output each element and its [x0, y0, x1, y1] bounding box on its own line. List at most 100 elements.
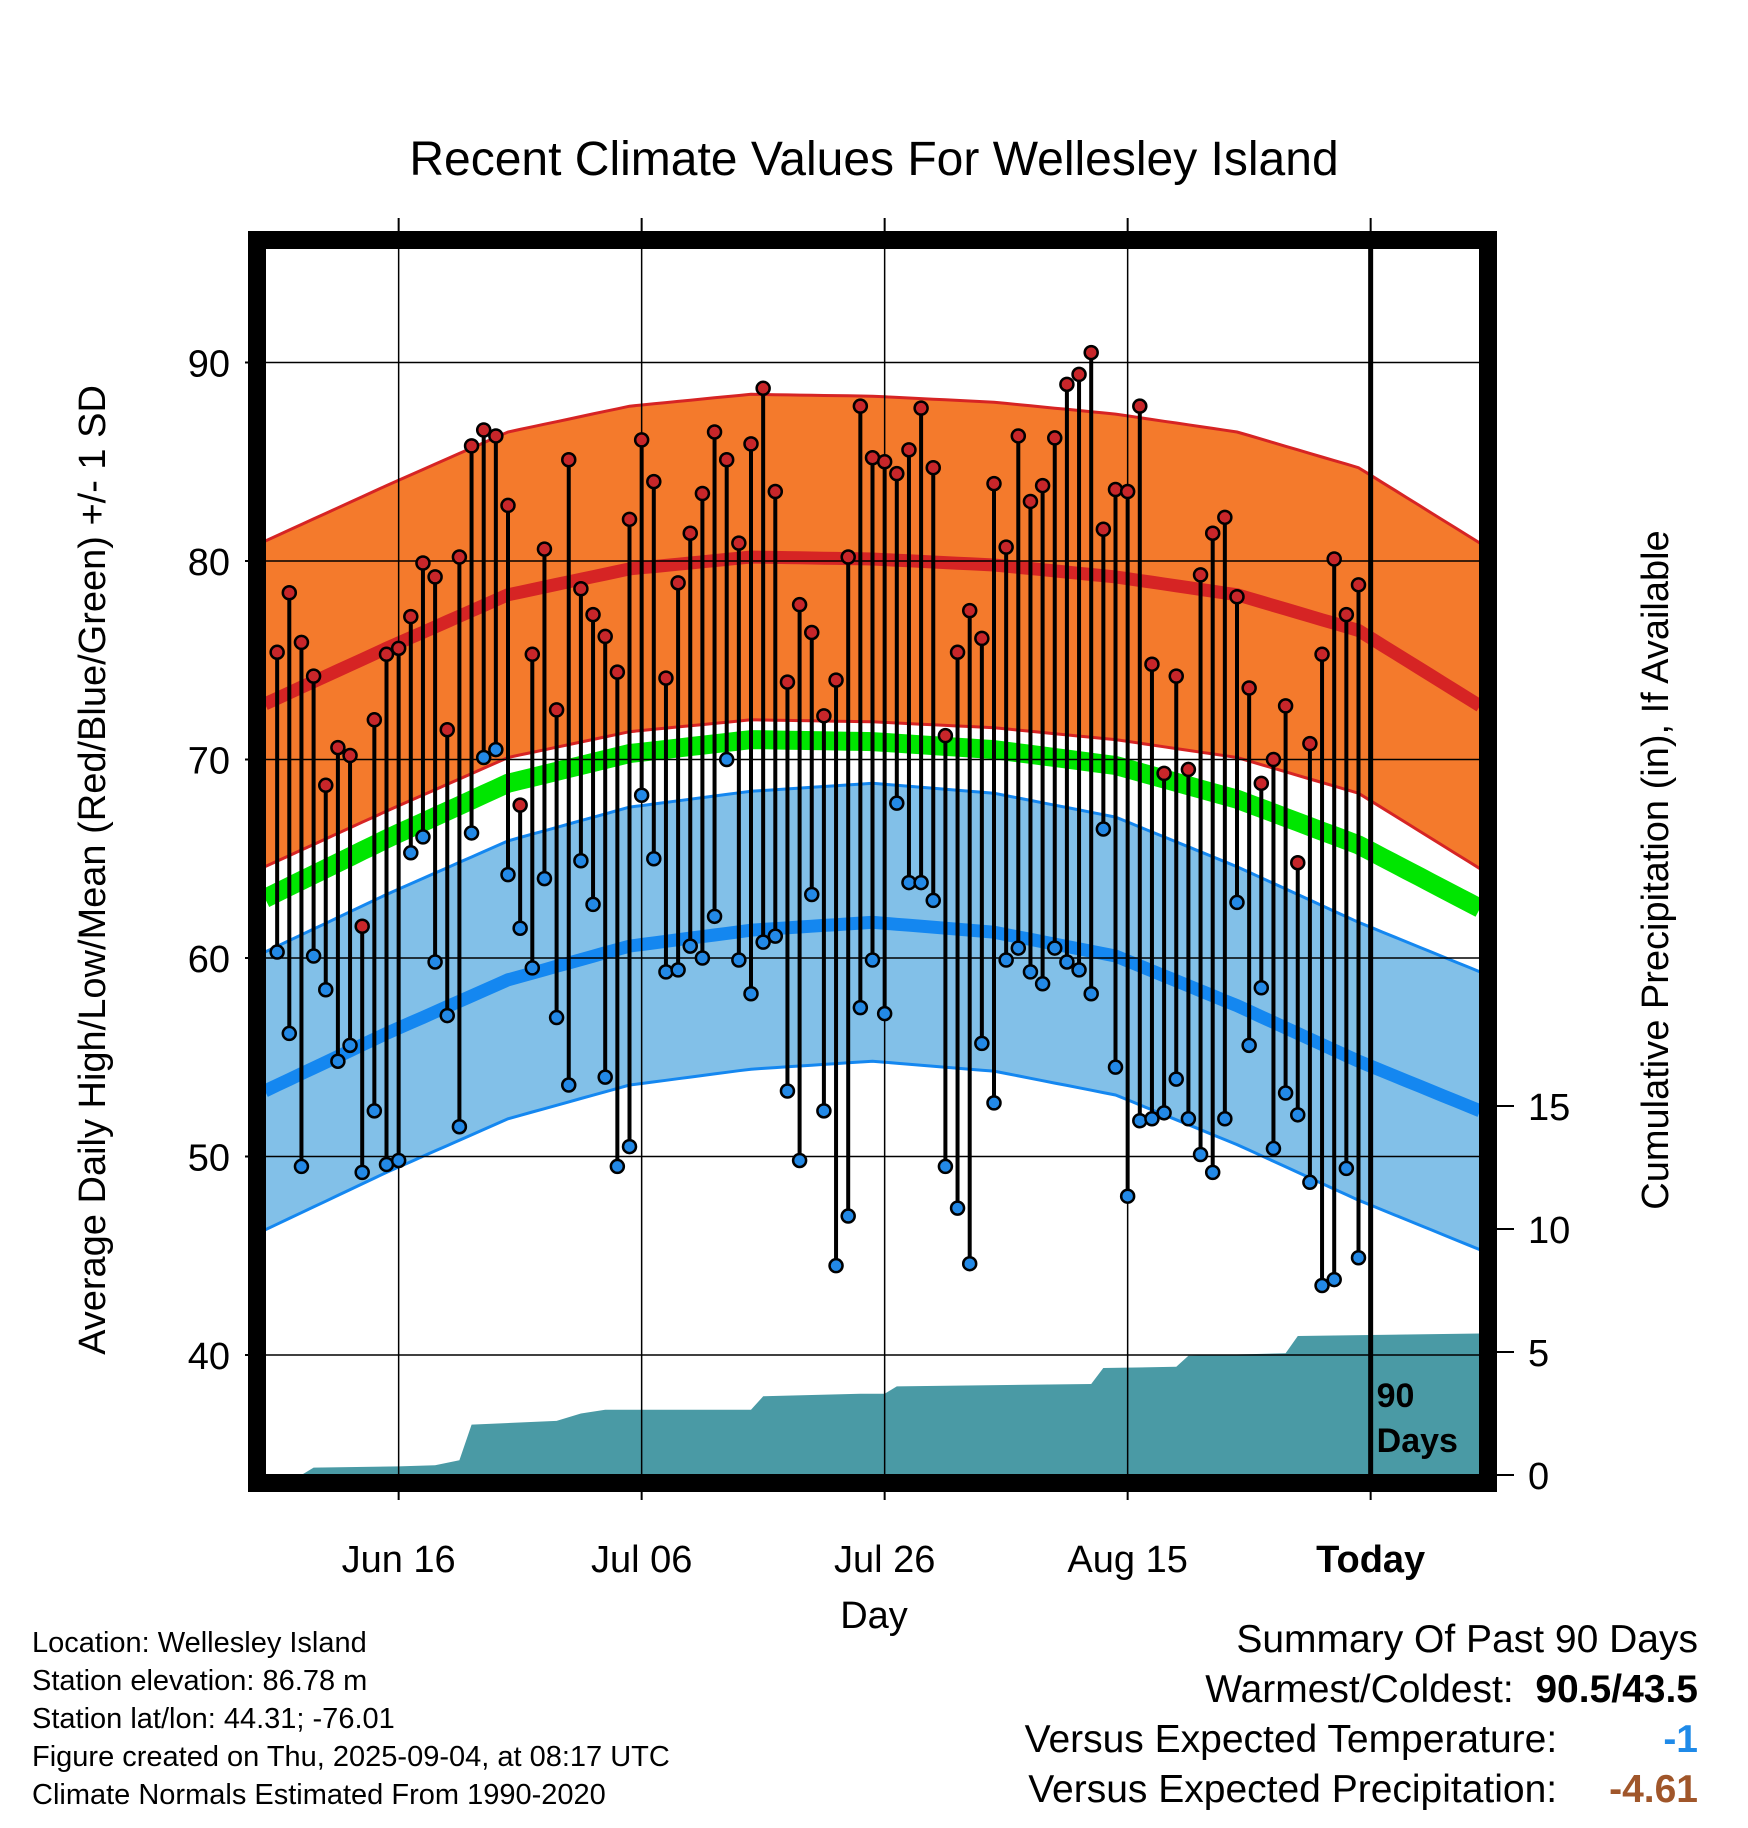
daily-high-point — [1059, 376, 1075, 393]
daily-high-point — [961, 602, 978, 619]
daily-high-point — [1144, 656, 1160, 672]
daily-low-point — [633, 787, 650, 803]
y-tick-label: 70 — [188, 741, 230, 783]
summary-warmest: Warmest/Coldest: 90.5/43.5 — [1205, 1668, 1698, 1712]
daily-high-point — [706, 424, 723, 440]
plot-frame — [248, 231, 1497, 1492]
warmest-value: 90.5/43.5 — [1535, 1668, 1698, 1711]
daily-high-point — [937, 727, 954, 744]
daily-high-point — [1132, 398, 1148, 414]
info-latlon: Station lat/lon: 44.31; -76.01 — [32, 1703, 395, 1735]
daily-high-point — [609, 664, 626, 680]
daily-high-point — [646, 473, 662, 490]
daily-high-point — [1241, 680, 1257, 696]
y-tick-label: 90 — [188, 344, 230, 386]
daily-high-point — [548, 702, 565, 718]
daily-low-point — [342, 1037, 358, 1054]
x-tick-label: Today — [1316, 1539, 1425, 1581]
daily-high-point — [1302, 735, 1318, 752]
daily-high-point — [1314, 646, 1330, 663]
daily-high-point — [974, 630, 990, 647]
daily-low-point — [1277, 1085, 1294, 1101]
info-elevation: Station elevation: 86.78 m — [32, 1665, 368, 1697]
daily-low-point — [718, 751, 735, 768]
daily-high-point — [293, 634, 310, 651]
daily-low-point — [1326, 1271, 1342, 1288]
daily-high-point — [852, 398, 869, 414]
daily-high-point — [524, 646, 541, 663]
daily-low-point — [439, 1007, 455, 1024]
daily-low-point — [1314, 1277, 1330, 1294]
y-tick-label: 50 — [188, 1138, 230, 1180]
daily-low-point — [852, 999, 869, 1016]
daily-low-point — [1338, 1160, 1355, 1177]
daily-low-point — [488, 741, 504, 758]
daily-low-point — [755, 934, 771, 950]
daily-high-point — [889, 465, 905, 482]
daily-low-point — [804, 886, 820, 903]
daily-low-point — [1253, 980, 1270, 996]
daily-high-point — [1192, 567, 1209, 583]
daily-high-point — [500, 497, 516, 514]
daily-high-point — [390, 640, 407, 657]
daily-high-point — [755, 380, 771, 397]
daily-high-point — [597, 628, 613, 645]
daily-low-point — [1059, 954, 1075, 970]
daily-high-point — [876, 454, 893, 470]
temp-value: -1 — [1663, 1718, 1698, 1761]
daily-low-point — [998, 952, 1014, 968]
daily-low-point — [1350, 1249, 1367, 1266]
y2-tick-label: 15 — [1528, 1087, 1570, 1129]
daily-high-point — [986, 475, 1002, 492]
daily-low-point — [1071, 962, 1087, 978]
daily-high-point — [305, 668, 322, 684]
daily-low-point — [281, 1025, 298, 1042]
daily-low-point — [925, 892, 941, 909]
daily-high-point — [828, 672, 844, 688]
daily-low-point — [840, 1208, 856, 1224]
daily-low-point — [779, 1083, 796, 1099]
daily-high-point — [475, 422, 492, 438]
daily-high-point — [743, 436, 759, 452]
daily-high-point — [901, 442, 917, 458]
daily-low-point — [974, 1035, 990, 1052]
y-tick-label: 80 — [188, 542, 230, 584]
x-tick-label: Jul 26 — [834, 1539, 935, 1581]
daily-high-point — [1010, 428, 1027, 444]
daily-high-point — [330, 739, 346, 756]
daily-high-point — [1071, 366, 1087, 383]
daily-low-point — [949, 1200, 966, 1216]
daily-low-point — [524, 960, 541, 976]
daily-high-point — [427, 569, 443, 585]
y2-tick-label: 5 — [1528, 1333, 1549, 1375]
daily-high-point — [536, 541, 553, 557]
daily-high-point — [451, 549, 468, 565]
daily-high-point — [816, 708, 832, 724]
daily-low-point — [475, 749, 492, 766]
daily-high-point — [1290, 854, 1306, 871]
chart-title: Recent Climate Values For Wellesley Isla… — [409, 133, 1338, 186]
daily-high-point — [1253, 775, 1270, 792]
daily-low-point — [330, 1053, 346, 1069]
daily-low-point — [876, 1005, 893, 1022]
daily-low-point — [1168, 1071, 1184, 1087]
daily-high-point — [840, 549, 856, 565]
daily-low-point — [1302, 1174, 1318, 1191]
daily-high-point — [403, 608, 419, 625]
daily-low-point — [305, 948, 322, 964]
daily-high-point — [1277, 698, 1294, 714]
daily-high-point — [682, 525, 698, 541]
daily-low-point — [293, 1158, 310, 1175]
daily-high-point — [1217, 509, 1233, 526]
daily-low-point — [1192, 1146, 1209, 1163]
daily-high-point — [731, 535, 747, 551]
plot-content: 90 Days — [265, 248, 1480, 1475]
daily-low-point — [318, 982, 334, 998]
daily-low-point — [706, 908, 723, 925]
daily-low-point — [694, 950, 711, 966]
daily-low-point — [1095, 821, 1112, 837]
daily-high-point — [1204, 525, 1221, 541]
daily-high-point — [573, 581, 589, 597]
daily-low-point — [828, 1257, 844, 1274]
